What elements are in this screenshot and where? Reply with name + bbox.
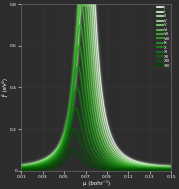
Legend: I, II, III, IV, V, VI, VII, VIII, IX, X, XI, XII, XIII, XIV: I, II, III, IV, V, VI, VII, VIII, IX, X,… [156,5,171,69]
X-axis label: μ (bohr⁻¹): μ (bohr⁻¹) [83,180,110,186]
Y-axis label: J² (eV²): J² (eV²) [3,78,9,97]
